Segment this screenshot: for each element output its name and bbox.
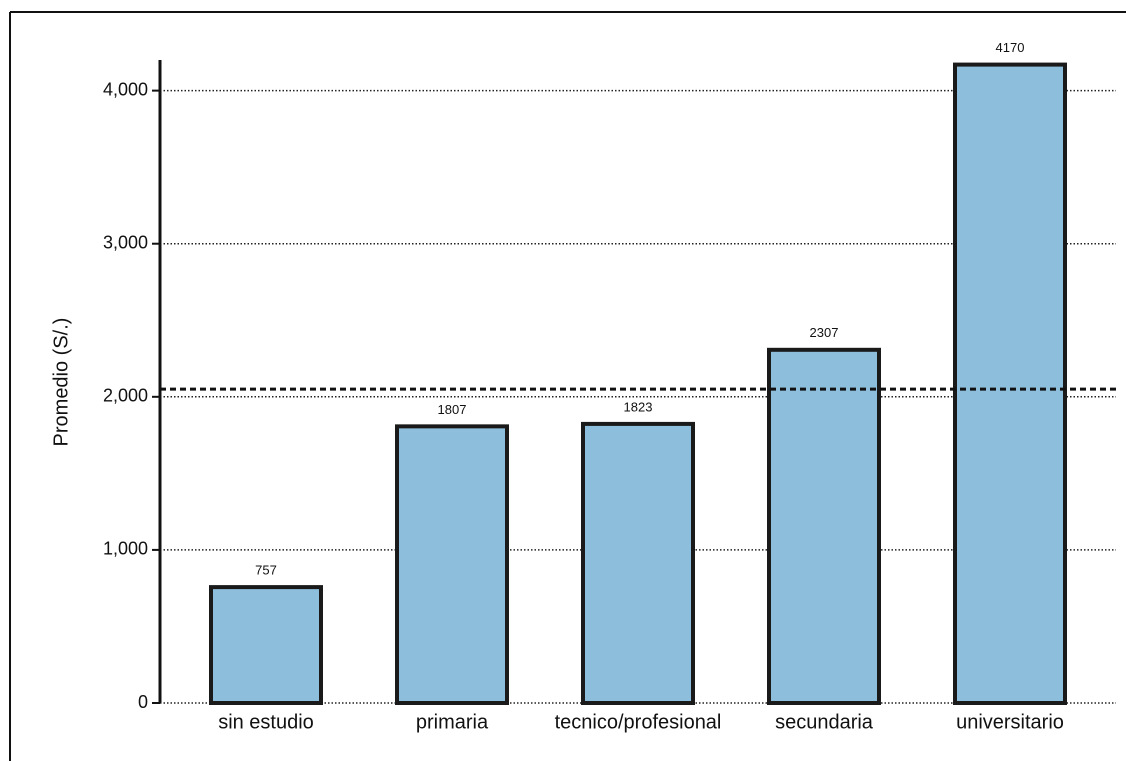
value-label: 4170: [996, 40, 1025, 55]
y-tick-label: 1,000: [103, 539, 148, 559]
value-label: 1823: [624, 399, 653, 414]
bar: [581, 421, 695, 705]
y-tick-label: 4,000: [103, 79, 148, 99]
y-tick-label: 0: [138, 692, 148, 712]
value-label: 2307: [810, 325, 839, 340]
x-tick-label: primaria: [416, 711, 489, 733]
y-tick-label: 2,000: [103, 386, 148, 406]
bar: [395, 424, 509, 705]
x-tick-label: tecnico/profesional: [555, 711, 722, 733]
x-tick-label: universitario: [956, 711, 1064, 733]
value-label: 757: [255, 563, 277, 578]
x-tick-label: sin estudio: [218, 711, 314, 733]
x-tick-label: secundaria: [775, 711, 874, 733]
bar: [209, 585, 323, 706]
y-axis-label: Promedio (S/.): [50, 318, 72, 447]
y-tick-label: 3,000: [103, 232, 148, 252]
value-label: 1807: [438, 402, 467, 417]
bar: [767, 347, 881, 705]
bar: [953, 62, 1067, 706]
